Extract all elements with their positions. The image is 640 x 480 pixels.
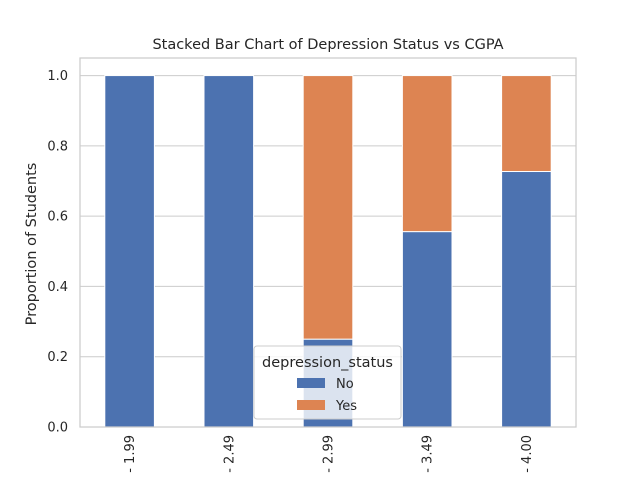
x-tick-label: - 1.99 [123,435,138,473]
legend-entries: No Yes [297,377,357,414]
legend-label-yes: Yes [335,399,357,414]
bar-yes-5 [501,75,552,173]
x-tick-labels: - 1.99 - 2.49 - 2.99 - 3.49 - 4.00 [123,435,535,473]
bar-yes-3 [302,75,354,340]
bar-no-1 [104,75,155,428]
legend-label-no: No [336,377,354,392]
y-tick-label: 0.8 [47,139,68,154]
legend: depression_status No Yes [253,345,402,420]
y-tick-label: 0.2 [47,350,68,365]
x-tick-label: - 4.00 [520,435,535,473]
x-tick-label: - 2.99 [322,435,337,473]
bar-yes-4 [401,75,453,233]
y-tick-label: 1.0 [47,69,68,84]
bar-no-2 [203,75,255,428]
y-tick-label: 0.0 [47,421,68,436]
x-tick-label: - 2.49 [222,435,237,473]
chart-title: Stacked Bar Chart of Depression Status v… [152,37,503,53]
legend-swatch-no [297,378,325,388]
y-axis-label: Proportion of Students [24,163,40,326]
legend-swatch-yes [297,400,325,410]
bar-no-4 [401,231,453,428]
y-tick-label: 0.6 [47,210,68,225]
bar-no-5 [501,171,552,428]
legend-title: depression_status [262,355,393,371]
y-tick-labels: 0.0 0.2 0.4 0.6 0.8 1.0 [47,69,68,435]
y-tick-label: 0.4 [47,280,68,295]
x-tick-label: - 3.49 [421,435,436,473]
plot-frame [79,57,577,428]
legend-box [253,345,402,420]
bars [104,75,552,428]
